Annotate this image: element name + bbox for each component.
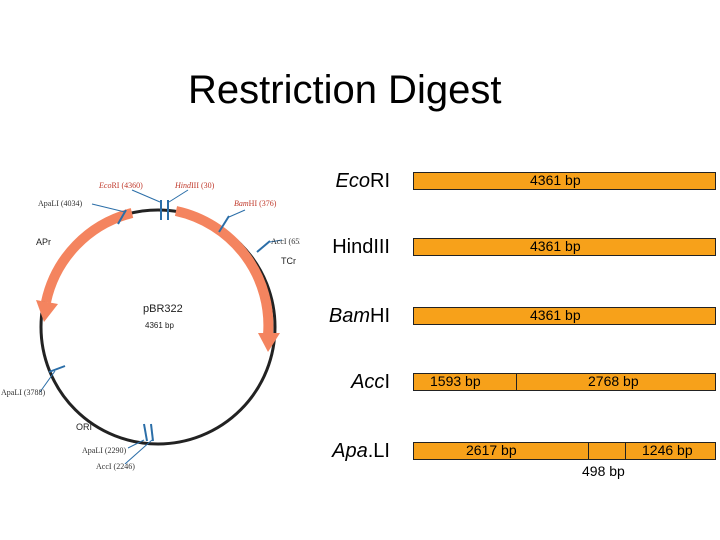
digest-bar-apali: 2617 bp 1246 bp bbox=[413, 442, 716, 460]
fragment-label: 1246 bp bbox=[642, 442, 693, 458]
fragment-label: 2617 bp bbox=[466, 442, 517, 458]
digest-bar-ecori: 4361 bp bbox=[413, 172, 716, 190]
fragment-label: 2768 bp bbox=[588, 373, 639, 389]
enzyme-label-ecori: EcoRI bbox=[335, 170, 390, 192]
digest-bar-hindiii: 4361 bp bbox=[413, 238, 716, 256]
digest-bar-acci: 1593 bp 2768 bp bbox=[413, 373, 716, 391]
fragment-segment bbox=[413, 373, 517, 391]
bamhi-site-tick bbox=[218, 215, 230, 233]
enzyme-label-bamhi: BamHI bbox=[328, 305, 390, 327]
digest-bar-bamhi: 4361 bp bbox=[413, 307, 716, 325]
page-title: Restriction Digest bbox=[188, 68, 502, 112]
apali-site-label-2: ApaLI (3788) bbox=[1, 388, 46, 397]
plasmid-backbone bbox=[39, 208, 277, 446]
ori-label: ORI bbox=[76, 422, 92, 432]
apali-site-label-1: ApaLI (4034) bbox=[38, 199, 83, 208]
tc-gene-arrowhead bbox=[258, 333, 280, 352]
enzyme-label-apali: Apa.LI bbox=[332, 440, 390, 462]
fragment-label-small: 498 bp bbox=[582, 463, 625, 479]
fragment-label: 1593 bp bbox=[430, 373, 481, 389]
apali-site-tick-2 bbox=[48, 365, 66, 373]
ecori-site-label: EcoRI (4360) bbox=[98, 181, 143, 190]
plasmid-size: 4361 bp bbox=[145, 321, 174, 330]
hindiii-site-label: HindIII (30) bbox=[174, 181, 215, 190]
acci-site-tick-2 bbox=[150, 423, 154, 442]
ap-gene-label: APr bbox=[36, 237, 51, 247]
ap-gene-arrow bbox=[41, 208, 134, 304]
fragment-label: 4361 bp bbox=[530, 238, 581, 254]
fragment-label: 4361 bp bbox=[530, 307, 581, 323]
apali-site-tick-3 bbox=[143, 423, 148, 442]
plasmid-map: EcoRI (4360) HindIII (30) BamHI (376) Ac… bbox=[1, 181, 300, 471]
plasmid-name: pBR322 bbox=[143, 303, 183, 315]
ap-gene-arrowhead bbox=[36, 300, 58, 322]
enzyme-label-hindiii: HindIII bbox=[332, 236, 390, 258]
fragment-label: 4361 bp bbox=[530, 172, 581, 188]
tc-gene-label: TCr bbox=[281, 256, 296, 266]
apali-site-label-3: ApaLI (2290) bbox=[82, 446, 127, 455]
fragment-segment bbox=[588, 442, 626, 460]
enzyme-label-acci: AccI bbox=[351, 371, 390, 393]
bamhi-site-label: BamHI (376) bbox=[234, 199, 277, 208]
tc-gene-arrow bbox=[174, 206, 274, 336]
acci-site-tick-1 bbox=[256, 240, 271, 253]
acci-site-label-1: AccI (653) bbox=[271, 237, 300, 246]
acci-site-label-2: AccI (2246) bbox=[96, 462, 135, 471]
